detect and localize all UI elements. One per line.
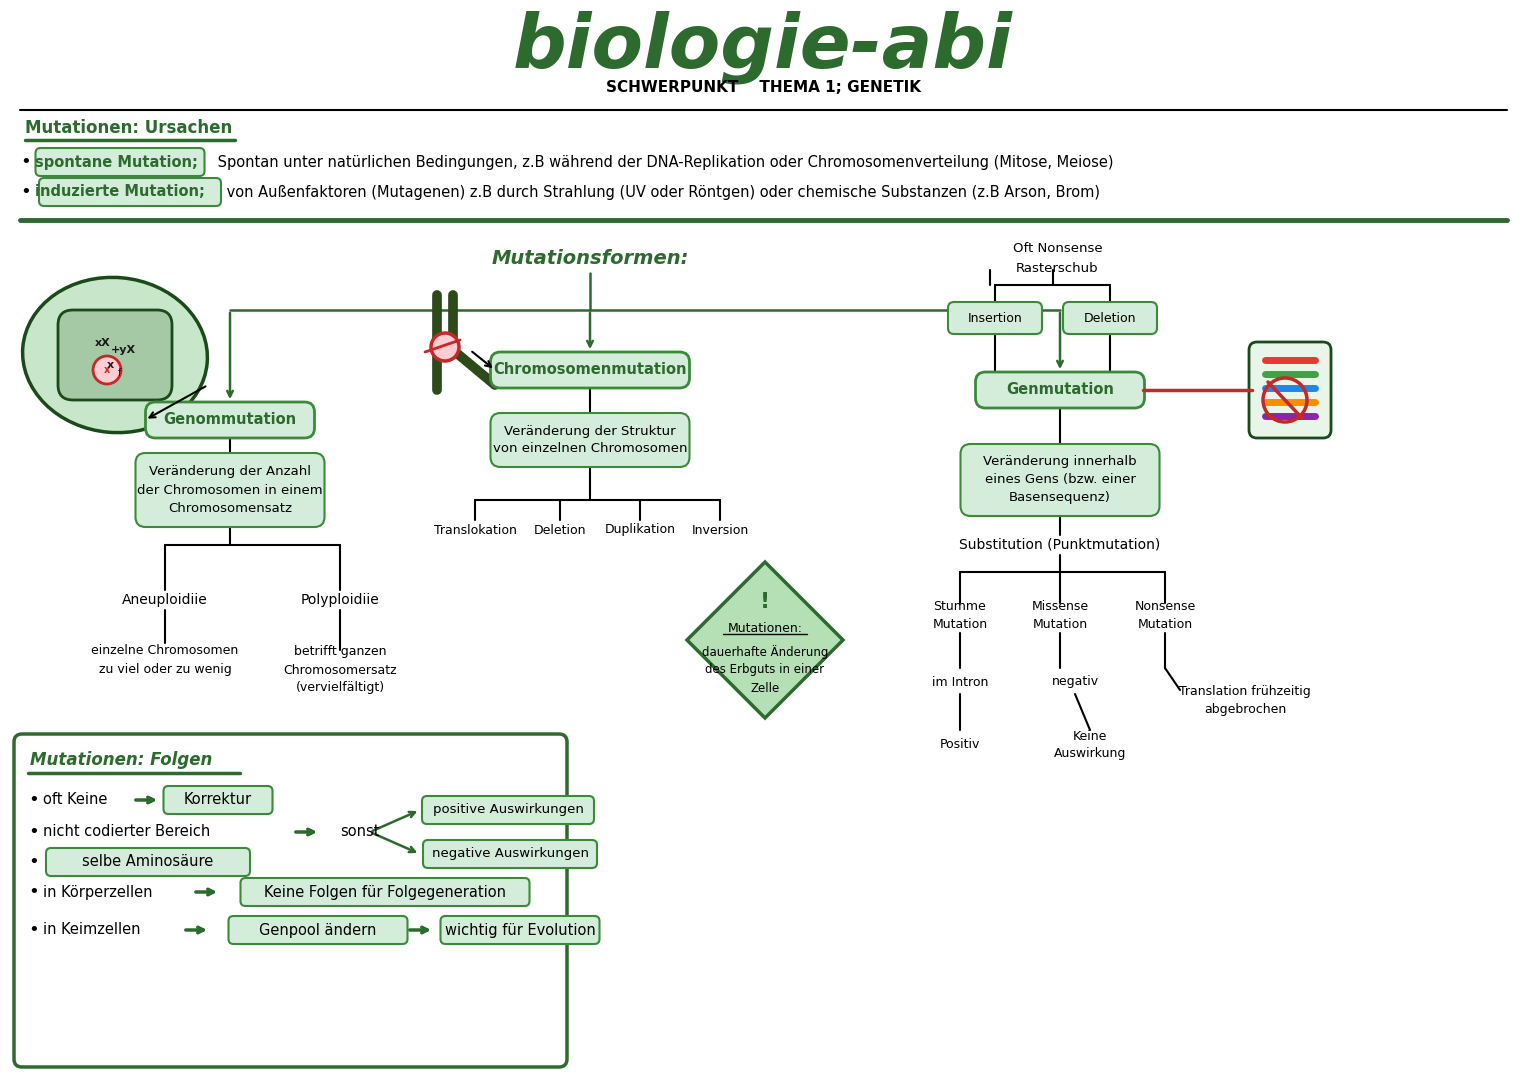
Text: x: x xyxy=(104,365,110,375)
FancyBboxPatch shape xyxy=(136,453,325,527)
Text: positive Auswirkungen: positive Auswirkungen xyxy=(432,804,583,816)
FancyBboxPatch shape xyxy=(145,402,315,438)
Text: im Intron: im Intron xyxy=(931,675,988,689)
Text: Mutationsformen:: Mutationsformen: xyxy=(492,248,689,268)
FancyBboxPatch shape xyxy=(14,734,567,1067)
Text: Spontan unter natürlichen Bedingungen, z.B während der DNA-Replikation oder Chro: Spontan unter natürlichen Bedingungen, z… xyxy=(212,154,1113,170)
Text: Polyploidiie: Polyploidiie xyxy=(301,593,379,607)
Text: Substitution (Punktmutation): Substitution (Punktmutation) xyxy=(959,538,1161,552)
Text: Aneuploidiie: Aneuploidiie xyxy=(122,593,208,607)
FancyBboxPatch shape xyxy=(1249,342,1332,438)
Text: •: • xyxy=(27,853,38,870)
Text: in Keimzellen: in Keimzellen xyxy=(43,922,140,937)
Text: negative Auswirkungen: negative Auswirkungen xyxy=(432,848,588,861)
Text: wichtig für Evolution: wichtig für Evolution xyxy=(444,922,596,937)
FancyBboxPatch shape xyxy=(423,840,597,868)
Text: oft Keine: oft Keine xyxy=(43,793,107,808)
Text: selbe Aminosäure: selbe Aminosäure xyxy=(82,854,214,869)
FancyBboxPatch shape xyxy=(421,796,594,824)
Text: spontane Mutation;: spontane Mutation; xyxy=(35,154,199,170)
FancyBboxPatch shape xyxy=(976,372,1145,408)
Text: Keine
Auswirkung: Keine Auswirkung xyxy=(1054,729,1127,760)
Text: !: ! xyxy=(760,592,770,612)
FancyBboxPatch shape xyxy=(46,848,250,876)
Text: Nonsense
Mutation: Nonsense Mutation xyxy=(1135,599,1196,631)
FancyBboxPatch shape xyxy=(58,310,173,400)
FancyBboxPatch shape xyxy=(1063,302,1157,334)
Text: von Außenfaktoren (Mutagenen) z.B durch Strahlung (UV oder Röntgen) oder chemisc: von Außenfaktoren (Mutagenen) z.B durch … xyxy=(221,185,1099,200)
Text: einzelne Chromosomen
zu viel oder zu wenig: einzelne Chromosomen zu viel oder zu wen… xyxy=(92,645,238,675)
FancyBboxPatch shape xyxy=(229,916,408,944)
Text: xX: xX xyxy=(95,338,111,348)
Text: •: • xyxy=(20,153,31,171)
Text: in Körperzellen: in Körperzellen xyxy=(43,885,153,900)
FancyBboxPatch shape xyxy=(163,786,272,814)
FancyBboxPatch shape xyxy=(948,302,1041,334)
Text: Keine Folgen für Folgegeneration: Keine Folgen für Folgegeneration xyxy=(264,885,505,900)
Text: Translation frühzeitig
abgebrochen: Translation frühzeitig abgebrochen xyxy=(1179,685,1310,715)
Text: Oft Nonsense: Oft Nonsense xyxy=(1012,242,1102,255)
FancyBboxPatch shape xyxy=(40,178,221,206)
Text: f: f xyxy=(118,368,122,378)
Text: negativ: negativ xyxy=(1052,675,1098,689)
Text: Korrektur: Korrektur xyxy=(183,793,252,808)
FancyBboxPatch shape xyxy=(490,352,690,388)
Text: Insertion: Insertion xyxy=(968,311,1023,324)
Ellipse shape xyxy=(23,278,208,433)
Text: Mutationen: Ursachen: Mutationen: Ursachen xyxy=(24,119,232,137)
Text: Positiv: Positiv xyxy=(939,739,980,752)
Text: x: x xyxy=(107,360,113,370)
Text: sonst: sonst xyxy=(341,824,380,839)
Text: •: • xyxy=(20,183,31,201)
Text: Duplikation: Duplikation xyxy=(605,524,675,537)
Text: biologie-abi: biologie-abi xyxy=(513,10,1012,84)
Text: nicht codierter Bereich: nicht codierter Bereich xyxy=(43,824,211,839)
Text: SCHWERPUNKT    THEMA 1; GENETIK: SCHWERPUNKT THEMA 1; GENETIK xyxy=(606,81,921,95)
Text: Veränderung der Anzahl
der Chromosomen in einem
Chromosomensatz: Veränderung der Anzahl der Chromosomen i… xyxy=(137,465,322,514)
Text: induzierte Mutation;: induzierte Mutation; xyxy=(35,185,205,200)
Text: Mutationen: Folgen: Mutationen: Folgen xyxy=(31,751,212,769)
Text: Genommutation: Genommutation xyxy=(163,413,296,428)
Text: Missense
Mutation: Missense Mutation xyxy=(1031,599,1089,631)
Text: des Erbguts in einer: des Erbguts in einer xyxy=(705,663,825,676)
Text: Deletion: Deletion xyxy=(534,524,586,537)
Text: dauerhafte Änderung: dauerhafte Änderung xyxy=(702,645,828,659)
FancyBboxPatch shape xyxy=(240,878,530,906)
Text: Inversion: Inversion xyxy=(692,524,748,537)
Text: •: • xyxy=(27,883,38,901)
Text: Stumme
Mutation: Stumme Mutation xyxy=(933,599,988,631)
FancyBboxPatch shape xyxy=(960,444,1159,516)
FancyBboxPatch shape xyxy=(35,148,205,176)
Text: Zelle: Zelle xyxy=(750,681,780,694)
Text: Mutationen:: Mutationen: xyxy=(727,621,803,634)
Text: betrifft ganzen
Chromosomersatz
(vervielfältigt): betrifft ganzen Chromosomersatz (verviel… xyxy=(282,646,397,694)
FancyBboxPatch shape xyxy=(490,413,690,467)
Text: Veränderung der Struktur
von einzelnen Chromosomen: Veränderung der Struktur von einzelnen C… xyxy=(493,424,687,456)
Circle shape xyxy=(93,356,121,384)
Circle shape xyxy=(431,333,460,361)
Text: Translokation: Translokation xyxy=(434,524,516,537)
Text: Deletion: Deletion xyxy=(1084,311,1136,324)
Text: •: • xyxy=(27,791,38,809)
Text: +yX: +yX xyxy=(110,345,136,355)
FancyBboxPatch shape xyxy=(440,916,600,944)
Text: Genpool ändern: Genpool ändern xyxy=(260,922,377,937)
Text: •: • xyxy=(27,921,38,939)
Text: Rasterschub: Rasterschub xyxy=(1015,261,1099,274)
Text: Genmutation: Genmutation xyxy=(1006,382,1113,397)
Polygon shape xyxy=(687,562,843,718)
Text: Chromosomenmutation: Chromosomenmutation xyxy=(493,363,687,378)
Text: Veränderung innerhalb
eines Gens (bzw. einer
Basensequenz): Veränderung innerhalb eines Gens (bzw. e… xyxy=(983,456,1136,504)
Text: •: • xyxy=(27,823,38,841)
